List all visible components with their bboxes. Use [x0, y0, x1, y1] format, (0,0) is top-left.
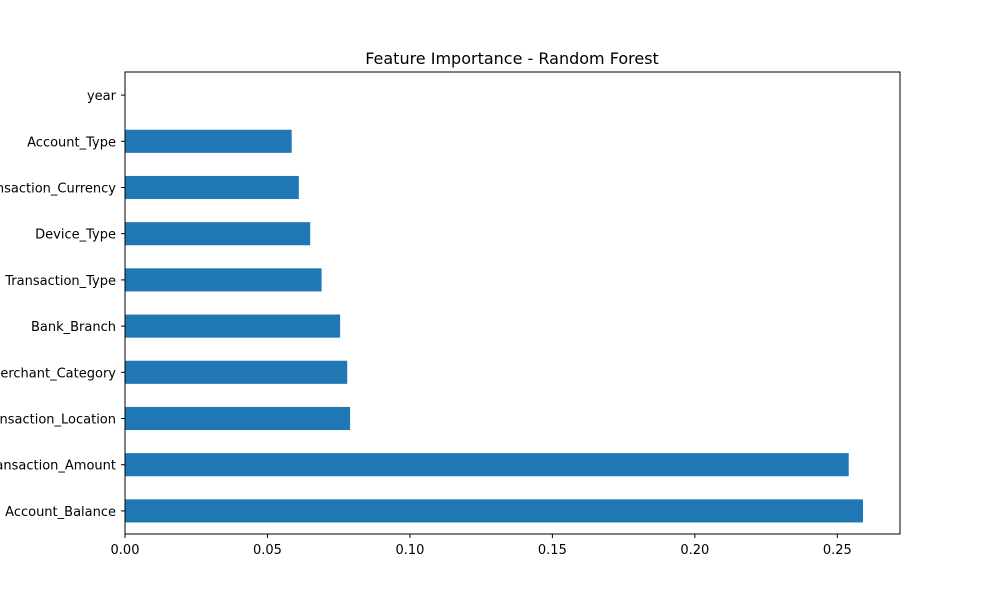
plot-frame — [124, 71, 901, 535]
y-tick-label: Transaction_Type — [4, 274, 116, 289]
y-tick-label: Transaction_Amount — [0, 459, 116, 474]
bar-transaction-location — [125, 406, 351, 431]
y-tick-label: Transaction_Currency — [0, 182, 116, 197]
x-tick-label: 0.05 — [253, 543, 282, 558]
bar-account-type — [125, 129, 292, 153]
bar-bank-branch — [125, 314, 341, 338]
bar-device-type — [125, 222, 311, 246]
y-axis-ticks: Account_Balance Transaction_Amount Transac… — [0, 89, 125, 520]
y-tick-label: Transaction_Location — [0, 413, 116, 428]
bar-account-balance — [125, 499, 863, 523]
x-tick-label: 0.25 — [823, 543, 852, 558]
bar-merchant-category — [125, 360, 348, 384]
chart-title: Feature Importance - Random Forest — [365, 49, 659, 68]
y-tick-label: Bank_Branch — [31, 320, 116, 335]
y-tick-label: Account_Balance — [5, 505, 116, 520]
x-tick-label: 0.00 — [111, 543, 140, 558]
bar-transaction-type — [125, 268, 322, 292]
x-tick-label: 0.15 — [538, 543, 567, 558]
x-tick-label: 0.10 — [395, 543, 424, 558]
y-tick-label: Device_Type — [35, 228, 116, 243]
x-tick-label: 0.20 — [680, 543, 709, 558]
x-axis-ticks: 0.00 0.05 0.10 0.15 0.20 0.25 — [111, 534, 852, 558]
bars-group — [125, 129, 863, 523]
bar-transaction-currency — [125, 175, 299, 200]
y-tick-label: Account_Type — [27, 135, 116, 150]
y-tick-label: year — [87, 89, 117, 104]
y-tick-label: Merchant_Category — [0, 366, 116, 381]
bar-transaction-amount — [125, 453, 849, 477]
